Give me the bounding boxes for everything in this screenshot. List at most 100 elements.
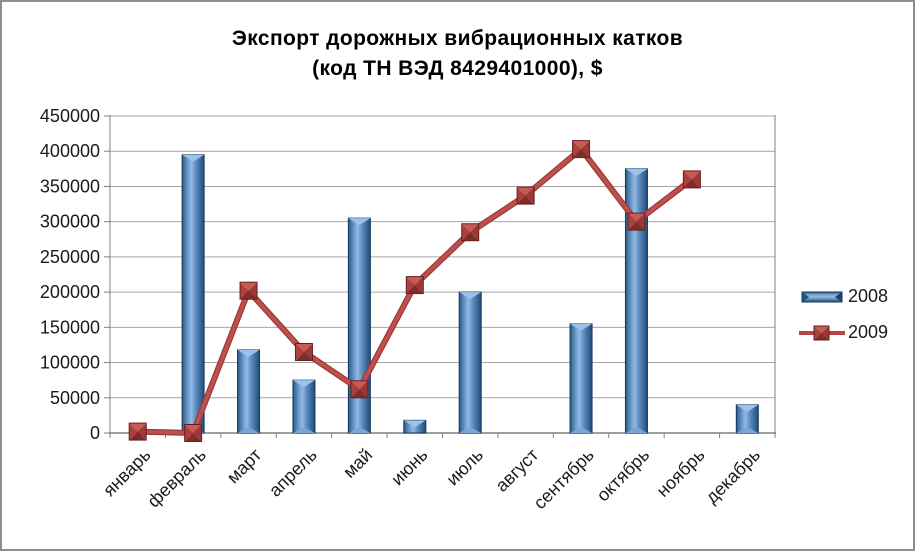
- marker-2009-январь: [128, 422, 147, 441]
- x-tick-label: февраль: [143, 445, 210, 512]
- marker-face-right: [636, 213, 645, 231]
- chart-title-line1: Экспорт дорожных вибрационных катков: [231, 27, 684, 50]
- marker-face-right: [303, 343, 313, 361]
- marker-face-right: [525, 187, 535, 205]
- x-tick-label: январь: [99, 445, 154, 500]
- x-tick-label: июль: [442, 445, 487, 490]
- x-tick-label: апрель: [265, 445, 321, 501]
- marker-face-bottom: [461, 232, 479, 241]
- marker-face-top: [572, 140, 590, 150]
- marker-face-left: [184, 424, 194, 442]
- bar-top-bevel: [403, 420, 426, 428]
- marker-face-top: [627, 213, 645, 222]
- marker-face-left: [240, 282, 249, 300]
- bar-bottom-bevel: [625, 427, 648, 433]
- marker-face-right: [137, 423, 147, 441]
- marker-face-bottom: [627, 221, 645, 231]
- marker-face-left: [406, 276, 415, 294]
- marker-face-right: [581, 140, 590, 158]
- marker-2009-март: [239, 281, 258, 300]
- bar-bottom-bevel: [736, 427, 759, 433]
- bar-top-bevel: [459, 292, 482, 300]
- marker-face-right: [359, 380, 368, 398]
- marker-2009-май: [350, 380, 369, 399]
- bar-top-bevel: [625, 168, 648, 176]
- legend-item-2008: 2008: [799, 286, 913, 307]
- legend: 2008 2009: [799, 286, 913, 343]
- marker-face-top: [683, 170, 701, 180]
- bar-2008-апрель: [292, 379, 316, 434]
- marker-face-top: [129, 423, 147, 432]
- x-tick-label: ноябрь: [653, 445, 709, 501]
- marker-face-top: [517, 187, 535, 196]
- y-tick-label: 100000: [40, 353, 100, 373]
- x-tick-label: декабрь: [702, 445, 765, 508]
- bar-bottom-bevel: [292, 427, 315, 433]
- marker-face-right: [691, 170, 701, 188]
- bar-top-bevel: [237, 349, 260, 357]
- y-tick-label: 150000: [40, 317, 100, 337]
- x-tick-label: май: [339, 445, 376, 482]
- marker-face-right: [414, 276, 424, 294]
- marker-face-right: [193, 424, 202, 442]
- marker-face-top: [461, 223, 479, 233]
- marker-face-bottom: [295, 351, 313, 361]
- marker-face-left: [461, 223, 471, 241]
- marker-2009-февраль: [184, 424, 203, 442]
- bar-bottom-bevel: [348, 427, 371, 433]
- y-tick-label: 400000: [40, 141, 100, 161]
- marker-2009-август: [516, 186, 535, 205]
- marker-face-bottom: [683, 179, 701, 188]
- marker-2009-ноябрь: [682, 170, 701, 189]
- legend-item-2009: 2009: [799, 322, 913, 343]
- bar-top-bevel: [348, 218, 371, 226]
- marker-face-bottom: [406, 285, 424, 294]
- bar-2008-февраль: [181, 154, 205, 434]
- marker-face-bottom: [350, 389, 368, 398]
- marker-face-top: [406, 276, 424, 286]
- marker-face-left: [350, 380, 360, 398]
- legend-2008-label: 2008: [848, 286, 889, 306]
- bar-top-bevel: [182, 154, 205, 162]
- marker-face-bottom: [517, 195, 535, 205]
- bar-bottom-bevel: [459, 427, 482, 433]
- bar-bottom-bevel: [237, 427, 260, 433]
- marker-face-right: [248, 282, 258, 300]
- marker-face-bottom: [129, 431, 147, 441]
- bar-2008-март: [237, 349, 261, 434]
- marker-face-top: [184, 424, 202, 433]
- marker-face-bottom: [184, 433, 202, 442]
- y-tick-label: 450000: [40, 106, 100, 126]
- legend-2009-label: 2009: [848, 322, 889, 342]
- marker-2009-сентябрь: [572, 140, 591, 159]
- x-tick-label: октябрь: [593, 445, 654, 506]
- marker-2009-июнь: [405, 276, 424, 295]
- marker-2009-октябрь: [627, 212, 646, 231]
- marker-face-left: [627, 213, 637, 231]
- marker-face-top: [295, 343, 313, 352]
- marker-2009-апрель: [294, 342, 313, 361]
- y-tick-label: 250000: [40, 247, 100, 267]
- bar-top-bevel: [736, 404, 759, 412]
- marker-face-right: [470, 223, 479, 241]
- y-tick-label: 350000: [40, 176, 100, 196]
- marker-face-left: [295, 343, 304, 361]
- marker-face-left: [129, 423, 138, 441]
- bar-top-bevel: [292, 380, 315, 388]
- y-tick-label: 200000: [40, 282, 100, 302]
- marker-face-bottom: [240, 290, 258, 300]
- bar-2008-май: [347, 217, 371, 434]
- y-tick-label: 50000: [50, 388, 100, 408]
- y-tick-label: 300000: [40, 212, 100, 232]
- bar-bottom-bevel: [570, 427, 593, 433]
- x-tick-label: сентябрь: [530, 445, 598, 513]
- legend-2009-line-swatch-icon: [799, 325, 845, 340]
- x-tick-label: август: [491, 445, 542, 496]
- marker-face-top: [350, 380, 368, 390]
- bar-2008-сентябрь: [569, 323, 593, 434]
- chart-title: Экспорт дорожных вибрационных катков (ко…: [2, 24, 913, 84]
- marker-face-left: [517, 187, 526, 205]
- legend-2008-bar-swatch-icon: [801, 291, 843, 302]
